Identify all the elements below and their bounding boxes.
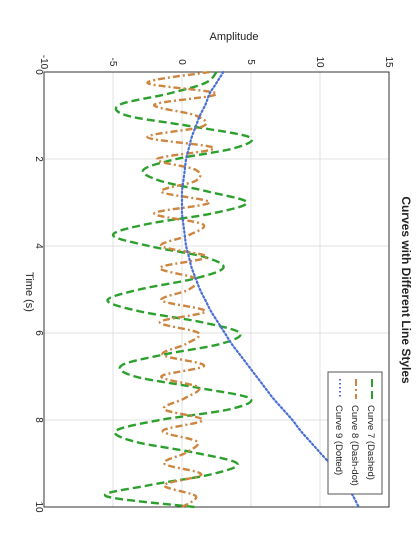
legend-label-curve-9: Curve 9 (Dotted) — [333, 405, 344, 475]
tick-labels: 0 2 4 6 8 10 -10 -5 0 5 10 15 — [33, 55, 394, 513]
series-group — [103, 70, 360, 509]
y-tick-label: 15 — [383, 56, 394, 68]
x-tick-label: 2 — [33, 156, 44, 162]
y-tick-label: 10 — [314, 56, 325, 68]
y-tick-label: -5 — [107, 58, 118, 67]
legend: Curve 7 (Dashed) Curve 8 (Dash-dot) Curv… — [327, 371, 383, 495]
chart-title: Curves with Different Line Styles — [399, 196, 413, 384]
x-tick-label: 8 — [33, 417, 44, 423]
y-axis-label: Amplitude — [210, 31, 259, 43]
series-line-8 — [146, 70, 218, 509]
x-axis-label: Time (s) — [23, 272, 35, 312]
series-line-7 — [103, 71, 254, 509]
y-tick-label: 0 — [176, 59, 187, 65]
series-line-9 — [180, 70, 360, 509]
y-tick-label: -10 — [38, 55, 49, 70]
x-tick-label: 6 — [33, 330, 44, 336]
x-tick-label: 10 — [33, 501, 44, 513]
x-tick-label: 0 — [33, 69, 44, 75]
legend-label-curve-8: Curve 8 (Dash-dot) — [349, 405, 360, 486]
grid — [43, 71, 390, 508]
x-tick-label: 4 — [33, 243, 44, 249]
y-tick-label: 5 — [245, 59, 256, 65]
legend-label-curve-7: Curve 7 (Dashed) — [365, 405, 376, 480]
legend-box — [327, 371, 383, 495]
